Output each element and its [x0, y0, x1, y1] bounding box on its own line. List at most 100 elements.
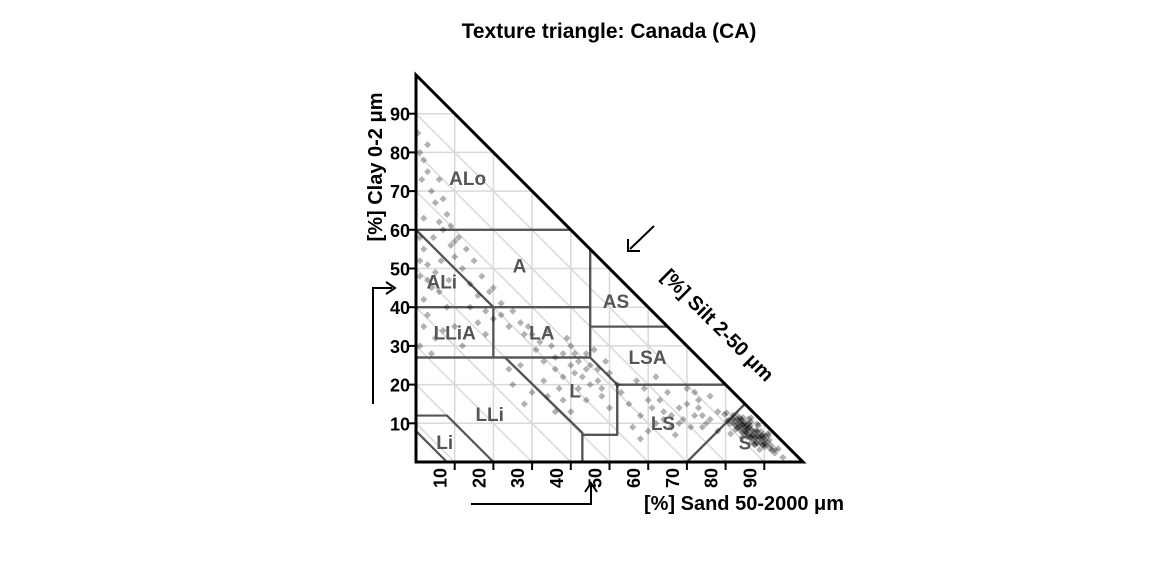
- data-point: [757, 427, 765, 435]
- data-point: [740, 430, 748, 438]
- class-label-lli: LLi: [475, 405, 504, 426]
- class-label-ls: LS: [651, 414, 675, 435]
- data-point: [756, 434, 764, 442]
- data-point: [757, 432, 765, 440]
- data-point: [648, 404, 656, 412]
- sand-tick-label: 90: [740, 468, 760, 488]
- data-point: [451, 323, 459, 331]
- data-point: [675, 404, 683, 412]
- sand-tick-label: 60: [624, 468, 644, 488]
- data-point: [748, 426, 756, 434]
- data-point: [416, 342, 424, 350]
- data-point: [445, 276, 453, 284]
- data-point: [420, 295, 428, 303]
- data-point: [698, 423, 706, 431]
- data-point: [738, 424, 746, 432]
- clay-tick-label: 30: [390, 337, 410, 357]
- sand-direction-arrow: [471, 481, 598, 505]
- data-point: [613, 381, 621, 389]
- sand-ticks: 10 20 30 40 50 60 70 80 90: [431, 462, 766, 488]
- data-point: [740, 422, 748, 430]
- clay-ticks: 10 20 30 40 50 60 70 80 90: [390, 105, 416, 434]
- data-point: [761, 436, 769, 444]
- data-point: [602, 357, 610, 365]
- data-point: [470, 257, 478, 265]
- data-point: [636, 412, 644, 420]
- data-point: [578, 373, 586, 381]
- data-point: [420, 323, 428, 331]
- silt-axis-title: [%] Silt 2-50 μm: [657, 265, 778, 386]
- data-point: [437, 257, 445, 265]
- data-point: [505, 365, 513, 373]
- data-point: [424, 311, 432, 319]
- data-point: [747, 433, 755, 441]
- data-point: [729, 411, 737, 419]
- data-point: [738, 428, 746, 436]
- data-point: [667, 412, 675, 420]
- data-point: [749, 431, 757, 439]
- data-point: [555, 384, 563, 393]
- data-point: [758, 432, 766, 440]
- clay-tick-label: 60: [390, 221, 410, 241]
- data-point: [586, 361, 594, 369]
- clay-tick-label: 80: [390, 143, 410, 163]
- grid-line-silt-70: [415, 345, 533, 463]
- data-point: [660, 415, 668, 423]
- data-point: [497, 311, 505, 319]
- data-point: [745, 419, 753, 427]
- data-point: [447, 241, 455, 249]
- data-point: [652, 419, 660, 427]
- clay-tick-label: 10: [390, 414, 410, 434]
- data-point: [594, 365, 602, 373]
- data-point: [754, 433, 763, 441]
- data-point: [726, 420, 734, 428]
- data-point: [729, 419, 737, 427]
- data-point: [431, 268, 439, 276]
- data-point: [551, 408, 559, 416]
- data-point: [743, 425, 751, 433]
- sand-tick-label: 10: [431, 468, 451, 488]
- data-point: [745, 431, 753, 439]
- data-point: [764, 429, 772, 437]
- data-point: [745, 424, 753, 432]
- data-point: [683, 384, 691, 393]
- data-point: [528, 330, 536, 338]
- data-point: [431, 199, 439, 207]
- data-point: [744, 426, 752, 434]
- data-point: [567, 361, 575, 369]
- data-point: [516, 361, 525, 369]
- data-point: [741, 424, 749, 432]
- data-point: [567, 342, 575, 350]
- data-point: [416, 272, 424, 280]
- data-point: [594, 377, 602, 385]
- data-point: [691, 412, 699, 420]
- data-point: [489, 315, 497, 323]
- data-point: [736, 426, 744, 434]
- data-point: [733, 412, 741, 420]
- data-point: [759, 431, 767, 439]
- data-point: [540, 377, 548, 385]
- data-point: [747, 418, 755, 426]
- data-point: [753, 428, 761, 436]
- data-point: [691, 388, 699, 396]
- data-point: [743, 421, 751, 429]
- data-point: [742, 428, 750, 436]
- data-point: [747, 414, 755, 422]
- data-point: [664, 388, 672, 396]
- data-point: [435, 288, 443, 296]
- sand-tick-label: 20: [469, 468, 489, 488]
- data-point: [768, 446, 776, 454]
- data-point: [752, 434, 760, 442]
- data-point: [520, 400, 528, 408]
- data-point: [671, 431, 679, 439]
- data-point: [679, 415, 687, 423]
- class-label-llia: LLiA: [434, 323, 476, 344]
- data-point: [687, 423, 695, 431]
- grid-line-silt-60: [415, 306, 572, 463]
- data-point: [756, 439, 764, 447]
- data-point: [738, 420, 746, 428]
- data-point: [745, 423, 753, 431]
- data-point: [540, 357, 548, 365]
- data-point: [652, 373, 660, 381]
- data-point: [736, 418, 744, 427]
